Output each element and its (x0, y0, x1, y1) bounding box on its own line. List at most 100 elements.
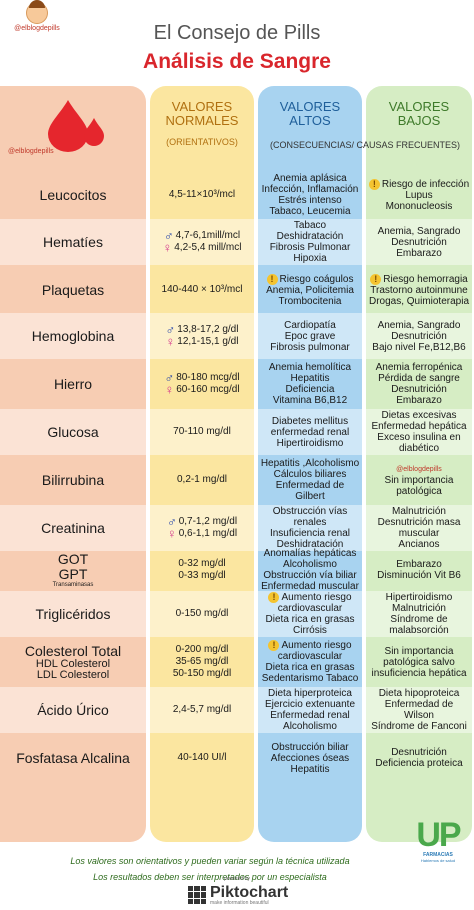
normal-value-line: ♂ 80-180 mcg/dl (164, 370, 239, 385)
high-value-line: Obstrucción biliar (271, 742, 348, 753)
high-value: Dieta hiperproteica (268, 688, 352, 699)
low-values: Anemia, Sangrado Desnutrición Embarazo (366, 219, 472, 265)
normal-values: 0,2-1 mg/dl (150, 457, 254, 503)
piktochart-name: Piktochart (210, 884, 289, 901)
low-values: Anemia, Sangrado Desnutrición Bajo nivel F… (366, 313, 472, 359)
low-value: Riesgo de infección (381, 178, 470, 190)
high-value-line: Deshidratación (277, 231, 344, 242)
high-value-line: Fibrosis pulmonar (270, 342, 349, 353)
high-value: Hepatitis (290, 373, 330, 384)
analyte-label: Colesterol Total (24, 642, 122, 659)
low-value: Síndrome de Fanconi (371, 721, 467, 732)
high-value-line: Dieta hiperproteica (268, 688, 352, 699)
normal-value-line: 35-65 mg/dl (176, 656, 229, 668)
high-value-line: cardiovascular (278, 651, 342, 662)
low-values: Anemia ferropénica Pérdida de sangre Desnu… (366, 361, 472, 407)
high-value-line: Anemia hemolítica (269, 362, 351, 373)
high-value-line: Cálculos biliares (274, 469, 347, 480)
low-value-line: Exceso insulina en (377, 432, 460, 443)
low-value: Desnutrición (391, 330, 447, 342)
table-row: Fosfatasa Alcalina 40-140 UI/l Obstrucción… (0, 735, 474, 781)
high-value: Trombocitenia (278, 295, 342, 307)
high-values: Cardiopatía Epoc grave Fibrosis pulmonar (258, 313, 362, 359)
normal-value: 0-150 mg/dl (175, 608, 229, 619)
high-value-line: Gilbert (295, 491, 324, 502)
low-value-line: Mononucleosis (386, 201, 453, 212)
normal-value: 0-33 mg/dl (178, 570, 226, 581)
low-value: malabsorción (389, 625, 449, 636)
low-value: muscular (398, 528, 440, 539)
normal-value-line: 50-150 mg/dl (173, 668, 231, 680)
analyte-label: Creatinina (41, 519, 105, 536)
normal-value: 50-150 mg/dl (172, 668, 232, 679)
low-value: Malnutrición (392, 506, 446, 517)
header-normal: VALORES NORMALES (ORIENTATIVOS) (150, 100, 254, 149)
analyte-label: Hemoglobina (31, 327, 115, 344)
analyte-name: GOT GPT Transaminasas (0, 551, 146, 589)
high-values: ! Aumento riesgo cardiovascular Dieta rica … (258, 639, 362, 685)
high-value-line: ! Aumento riesgo (268, 592, 352, 603)
normal-value: 70-110 mg/dl (173, 426, 231, 437)
normal-value-line: ♂ 0,7-1,2 mg/dl (167, 515, 237, 528)
low-values: Dieta hipoproteica Enfermedad de Wilson Sín… (366, 687, 472, 733)
male-icon: ♂ (164, 370, 175, 385)
low-value: Bajo nivel Fe,B12,B6 (372, 341, 466, 353)
analyte-label: Hierro (53, 375, 93, 392)
analyte-label: Leucocitos (39, 186, 107, 203)
analyte-label: Fosfatasa Alcalina (16, 749, 130, 766)
low-value-line: Pérdida de sangre (378, 373, 460, 384)
analyte-note: Transaminasas (52, 581, 94, 588)
low-value: Desnutrición (391, 236, 447, 248)
normal-value-line: 40-140 UI/l (178, 752, 227, 764)
low-value: Disminución Vit B6 (377, 570, 461, 581)
high-value: Aumento riesgo (281, 640, 352, 651)
high-value: cardiovascular (277, 603, 343, 614)
low-values: ! Riesgo hemorragia Trastorno autoinmune Dr… (366, 267, 472, 313)
low-value-line: Desnutrición (391, 384, 447, 395)
normal-value-line: 2,4-5,7 mg/dl (173, 704, 231, 716)
high-value-line: Cardiopatía (284, 320, 336, 331)
normal-values: 0-32 mg/dl 0-33 mg/dl (150, 551, 254, 589)
analyte-name: Bilirrubina (0, 457, 146, 503)
analyte-name: Fosfatasa Alcalina (0, 735, 146, 781)
footer-note-2: Los resultados deben ser interpretados p… (93, 872, 327, 882)
normal-value: 4,7-6,1mill/mcl (175, 230, 241, 241)
high-value-line: Cirrósis (293, 625, 327, 636)
low-value: Wilson (403, 710, 434, 721)
high-value-line: Hepatitis ,Alcoholismo (261, 458, 359, 469)
normal-values: 4,5-11×10³/mcl (150, 173, 254, 217)
high-value: Hipoxia (293, 253, 327, 264)
low-value: Anemia, Sangrado (377, 319, 461, 331)
table-row: Triglicéridos 0-150 mg/dl! Aumento riesgo c… (0, 591, 474, 637)
blood-drops-icon (48, 100, 104, 152)
normal-value-line: ♀ 12,1-15,1 g/dl (166, 335, 239, 348)
high-value-line: Dieta rica en grasas (266, 662, 355, 673)
high-value-line: renales (294, 517, 327, 528)
high-value: enfermedad renal (270, 426, 350, 438)
low-value-line: Anemia ferropénica (376, 362, 463, 373)
table-row: Glucosa 70-110 mg/dl Diabetes mellitus enfe… (0, 409, 474, 455)
high-value: Aumento riesgo (281, 592, 352, 603)
high-value: Deficiencia (285, 384, 335, 395)
normal-values: ♂ 13,8-17,2 g/dl ♀ 12,1-15,1 g/dl (150, 313, 254, 359)
low-value: Anemia ferropénica (375, 362, 463, 373)
high-value: Diabetes mellitus (271, 415, 349, 427)
high-value-line: Sedentarismo Tabaco (262, 673, 359, 684)
high-value: Hipertiroidismo (276, 437, 344, 449)
low-value: Dieta hipoproteica (378, 688, 460, 699)
altos-column-bg (258, 86, 362, 842)
analyte-name: Hemoglobina (0, 313, 146, 359)
low-value: Embarazo (396, 395, 442, 406)
low-value-line: Anemia, Sangrado (378, 226, 461, 237)
normal-value: 12,1-15,1 g/dl (177, 336, 239, 347)
low-value: Enfermedad de (384, 699, 454, 710)
high-value-line: Epoc grave (285, 331, 336, 342)
normal-values: 40-140 UI/l (150, 735, 254, 781)
normal-value-line: ♂ 13,8-17,2 g/dl (166, 323, 239, 336)
up-logo-mark: UP (416, 816, 461, 854)
high-values: Anemia aplásica Infección, Inflamación Est… (258, 173, 362, 217)
low-value-line: Enfermedad hepática (371, 421, 466, 432)
normal-values: 0-200 mg/dl 35-65 mg/dl 50-150 mg/dl (150, 639, 254, 685)
analyte-column-bg (0, 86, 146, 842)
table-row: Creatinina ♂ 0,7-1,2 mg/dl ♀ 0,6-1,1 mg/dl Ob… (0, 505, 474, 551)
